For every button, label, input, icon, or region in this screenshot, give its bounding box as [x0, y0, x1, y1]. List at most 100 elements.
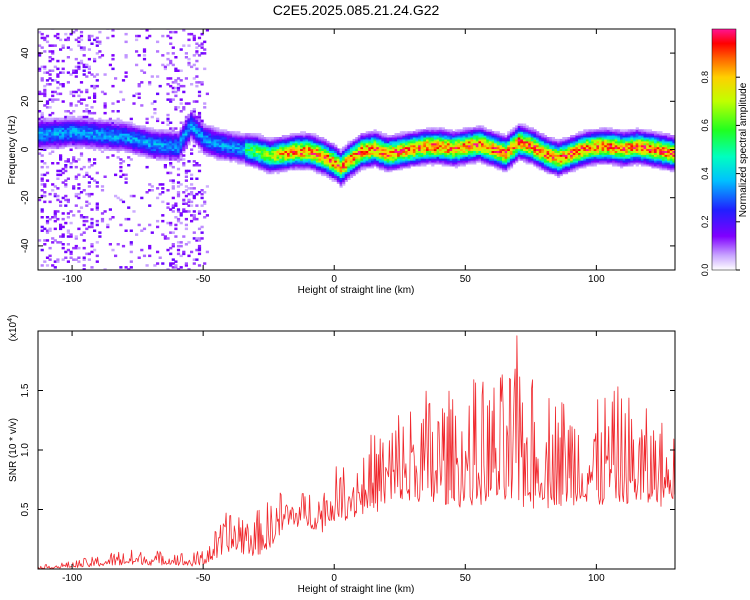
heat-cell	[604, 140, 608, 144]
heat-cell	[575, 162, 579, 165]
heat-cell	[279, 165, 283, 169]
heat-cell	[533, 142, 537, 146]
heat-cell	[224, 152, 228, 155]
heat-cell	[87, 181, 91, 184]
heat-cell	[140, 150, 144, 153]
heat-cell	[384, 142, 388, 146]
heat-cell	[260, 167, 264, 171]
heat-cell	[150, 131, 154, 134]
heat-cell	[95, 202, 99, 205]
heat-cell	[344, 171, 348, 175]
heat-cell	[271, 144, 275, 148]
heat-cell	[323, 154, 327, 157]
heat-cell	[56, 67, 60, 71]
heat-cell	[108, 148, 112, 151]
heat-cell	[100, 138, 105, 142]
heat-cell	[412, 148, 417, 151]
heat-cell	[281, 142, 285, 146]
heat-cell	[53, 214, 57, 217]
heat-cell	[612, 160, 616, 163]
heat-cell	[124, 133, 128, 136]
heat-cell	[187, 254, 191, 258]
heat-cell	[132, 102, 136, 105]
heat-cell	[203, 127, 207, 130]
heat-cell	[486, 142, 490, 146]
heat-cell	[420, 158, 424, 161]
heat-cell	[190, 65, 194, 69]
heat-cell	[148, 189, 152, 192]
heat-cell	[213, 137, 217, 140]
heat-cell	[551, 148, 555, 151]
heat-cell	[72, 140, 76, 144]
heat-cell	[119, 223, 123, 227]
heat-cell	[326, 160, 330, 163]
heat-cell	[313, 160, 317, 163]
heat-cell	[344, 179, 348, 182]
heat-cell	[475, 156, 479, 159]
heat-cell	[281, 165, 285, 169]
heat-cell	[38, 119, 42, 123]
heat-cell	[397, 140, 401, 144]
heat-cell	[557, 165, 561, 169]
heat-cell	[410, 148, 414, 151]
heat-cell	[515, 138, 519, 142]
heat-cell	[473, 154, 477, 157]
heat-cell	[38, 133, 42, 136]
heat-cell	[100, 150, 105, 153]
heat-cell	[378, 164, 382, 167]
heat-cell	[326, 167, 330, 171]
heat-cell	[470, 162, 474, 165]
heat-cell	[318, 152, 322, 155]
heat-cell	[355, 144, 359, 148]
heat-cell	[614, 129, 618, 132]
heat-cell	[121, 144, 126, 148]
heat-cell	[585, 129, 590, 132]
heat-cell	[344, 173, 348, 177]
heat-cell	[394, 165, 398, 169]
heat-cell	[478, 156, 482, 159]
heat-cell	[344, 148, 348, 151]
heat-cell	[69, 142, 73, 146]
heat-cell	[239, 137, 243, 140]
heat-cell	[433, 158, 437, 161]
heat-cell	[620, 164, 624, 167]
heat-cell	[609, 144, 613, 148]
heat-cell	[583, 146, 587, 150]
heat-cell	[297, 158, 301, 161]
heat-cell	[192, 125, 196, 128]
heat-cell	[148, 254, 152, 258]
heat-cell	[87, 160, 91, 163]
heat-cell	[313, 156, 317, 159]
heat-cell	[517, 142, 521, 146]
heat-cell	[313, 165, 317, 169]
heat-cell	[402, 137, 406, 140]
heat-cell	[376, 131, 380, 134]
heat-cell	[381, 138, 385, 142]
heat-cell	[200, 204, 204, 207]
heat-cell	[111, 34, 115, 38]
heat-cell	[460, 140, 464, 144]
heat-cell	[585, 137, 590, 140]
heat-cell	[460, 138, 464, 142]
heat-cell	[45, 71, 50, 74]
heat-cell	[549, 162, 553, 165]
heat-cell	[399, 131, 403, 134]
heat-cell	[551, 144, 555, 148]
heat-cell	[121, 135, 126, 138]
heat-cell	[93, 59, 97, 63]
heat-cell	[255, 150, 259, 153]
heat-cell	[79, 135, 84, 138]
heat-cell	[523, 137, 527, 140]
heat-cell	[226, 131, 230, 134]
heat-cell	[315, 154, 320, 157]
heat-cell	[234, 142, 238, 146]
heat-cell	[129, 117, 133, 121]
heat-cell	[226, 152, 230, 155]
heat-cell	[182, 144, 186, 148]
heat-cell	[232, 142, 236, 146]
heat-cell	[426, 146, 430, 150]
heat-cell	[56, 92, 60, 96]
heat-cell	[218, 133, 223, 136]
heat-cell	[187, 268, 191, 270]
heat-cell	[360, 146, 364, 150]
